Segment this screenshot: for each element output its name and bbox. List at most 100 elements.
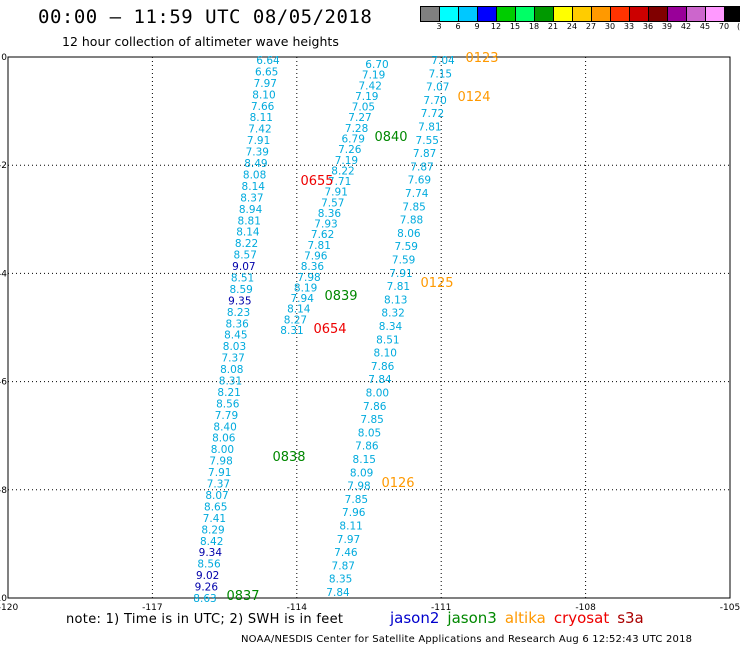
colorbar-label: 24 xyxy=(566,22,578,31)
wave-height-label: 7.66 xyxy=(251,101,275,113)
wave-height-label: 7.07 xyxy=(426,82,449,94)
lat-tick-label: -8 xyxy=(0,486,7,496)
pass-time-label: 0125 xyxy=(420,276,453,291)
wave-height-label: 7.57 xyxy=(321,197,344,209)
wave-height-label: 7.55 xyxy=(416,135,439,147)
wave-height-label: 8.22 xyxy=(331,165,354,177)
colorbar-swatch xyxy=(440,7,459,21)
wave-height-label: 9.35 xyxy=(228,295,251,307)
colorbar-label: 15 xyxy=(509,22,521,31)
wave-height-label: 6.64 xyxy=(256,55,280,67)
wave-height-label: 8.63 xyxy=(193,593,216,605)
wave-height-label: 7.71 xyxy=(328,176,351,188)
wave-height-label: 8.35 xyxy=(329,574,352,586)
wave-height-label: 8.81 xyxy=(238,215,261,227)
wave-height-label: 8.56 xyxy=(197,559,221,571)
lon-tick-label: -120 xyxy=(0,603,18,613)
pass-time-label: 0126 xyxy=(381,476,414,491)
wave-height-label: 9.07 xyxy=(232,261,255,273)
colorbar-label: 42 xyxy=(680,22,692,31)
legend-item: altika xyxy=(504,609,546,627)
wave-height-label: 8.10 xyxy=(252,89,275,101)
wave-height-label: 8.36 xyxy=(301,261,325,273)
wave-height-label: 7.94 xyxy=(291,293,315,305)
wave-height-label: 7.15 xyxy=(429,68,452,80)
wave-height-label: 7.81 xyxy=(308,240,331,252)
wave-height-label: 7.91 xyxy=(208,467,231,479)
colorbar-label: 70 xyxy=(718,22,730,31)
wave-height-label: 8.19 xyxy=(294,282,317,294)
wave-height-label: 7.42 xyxy=(248,124,271,136)
wave-height-label: 7.87 xyxy=(332,560,355,572)
wave-height-label: 6.79 xyxy=(342,133,365,145)
colorbar-swatch xyxy=(706,7,725,21)
pass-time-label: 0837 xyxy=(226,589,259,604)
wave-height-label: 7.93 xyxy=(314,219,337,231)
wave-height-label: 7.91 xyxy=(325,187,348,199)
colorbar-label: 36 xyxy=(642,22,654,31)
wave-height-label: 8.51 xyxy=(231,272,254,284)
wave-height-label: 8.32 xyxy=(381,308,404,320)
footnote: note: 1) Time is in UTC; 2) SWH is in fe… xyxy=(66,612,344,627)
colorbar-label: 27 xyxy=(585,22,597,31)
colorbar-swatch xyxy=(554,7,573,21)
wave-height-label: 8.56 xyxy=(216,398,240,410)
wave-height-label: 7.96 xyxy=(304,251,328,263)
wave-height-label: 8.22 xyxy=(235,238,258,250)
wave-height-label: 8.00 xyxy=(211,444,234,456)
wave-height-label: 7.72 xyxy=(421,108,444,120)
colorbar-label: (ft) xyxy=(736,22,740,31)
wave-height-label: 9.26 xyxy=(195,582,219,594)
wave-height-label: 7.84 xyxy=(368,374,392,386)
wave-height-label: 8.37 xyxy=(240,192,263,204)
wave-height-label: 8.11 xyxy=(339,521,362,533)
wave-height-label: 8.29 xyxy=(201,524,224,536)
wave-height-label: 7.97 xyxy=(337,534,360,546)
wave-height-label: 8.36 xyxy=(225,318,249,330)
wave-height-label: 9.34 xyxy=(199,547,223,559)
wave-height-label: 6.70 xyxy=(365,59,388,71)
legend-item: cryosat xyxy=(553,609,610,627)
wave-height-label: 8.11 xyxy=(250,112,273,124)
pass-time-label: 0654 xyxy=(313,322,346,337)
colorbar-swatch xyxy=(611,7,630,21)
wave-height-label: 7.27 xyxy=(348,112,371,124)
wave-height-label: 8.13 xyxy=(384,294,407,306)
colorbar-swatch xyxy=(573,7,592,21)
wave-height-label: 7.05 xyxy=(352,102,375,114)
wave-height-label: 7.84 xyxy=(326,587,350,599)
wave-height-label: 7.19 xyxy=(335,155,358,167)
wave-height-label: 8.15 xyxy=(353,454,376,466)
wave-height-label: 7.88 xyxy=(400,215,423,227)
legend-item: jason2 xyxy=(390,609,440,627)
map-frame xyxy=(7,56,731,599)
wave-height-label: 7.85 xyxy=(402,201,425,213)
wave-height-label: 8.05 xyxy=(358,427,381,439)
wave-height-label: 7.37 xyxy=(221,353,244,365)
lat-tick-label: -6 xyxy=(0,378,7,388)
wave-height-label: 8.51 xyxy=(376,334,399,346)
colorbar-swatch xyxy=(687,7,706,21)
wave-height-label: 8.23 xyxy=(227,307,250,319)
wave-height-label: 7.97 xyxy=(254,78,277,90)
wave-height-label: 8.65 xyxy=(204,501,227,513)
wave-height-label: 7.85 xyxy=(360,414,383,426)
wave-height-label: 8.10 xyxy=(374,348,397,360)
wave-height-label: 8.09 xyxy=(350,467,373,479)
colorbar-swatch xyxy=(535,7,554,21)
colorbar-swatch xyxy=(592,7,611,21)
pass-time-label: 0655 xyxy=(300,174,333,189)
colorbar-swatch xyxy=(630,7,649,21)
pass-time-label: 0840 xyxy=(374,130,407,145)
pass-time-label: 0838 xyxy=(272,450,305,465)
wave-height-label: 7.86 xyxy=(371,361,395,373)
wave-height-label: 8.06 xyxy=(212,433,236,445)
wave-height-label: 8.06 xyxy=(397,228,421,240)
wave-height-label: 8.03 xyxy=(223,341,246,353)
wave-height-label: 8.40 xyxy=(213,421,236,433)
wave-height-label: 7.04 xyxy=(431,55,455,67)
wave-height-label: 7.46 xyxy=(334,547,358,559)
wave-height-label: 8.14 xyxy=(287,304,311,316)
wave-height-label: 7.86 xyxy=(363,401,387,413)
